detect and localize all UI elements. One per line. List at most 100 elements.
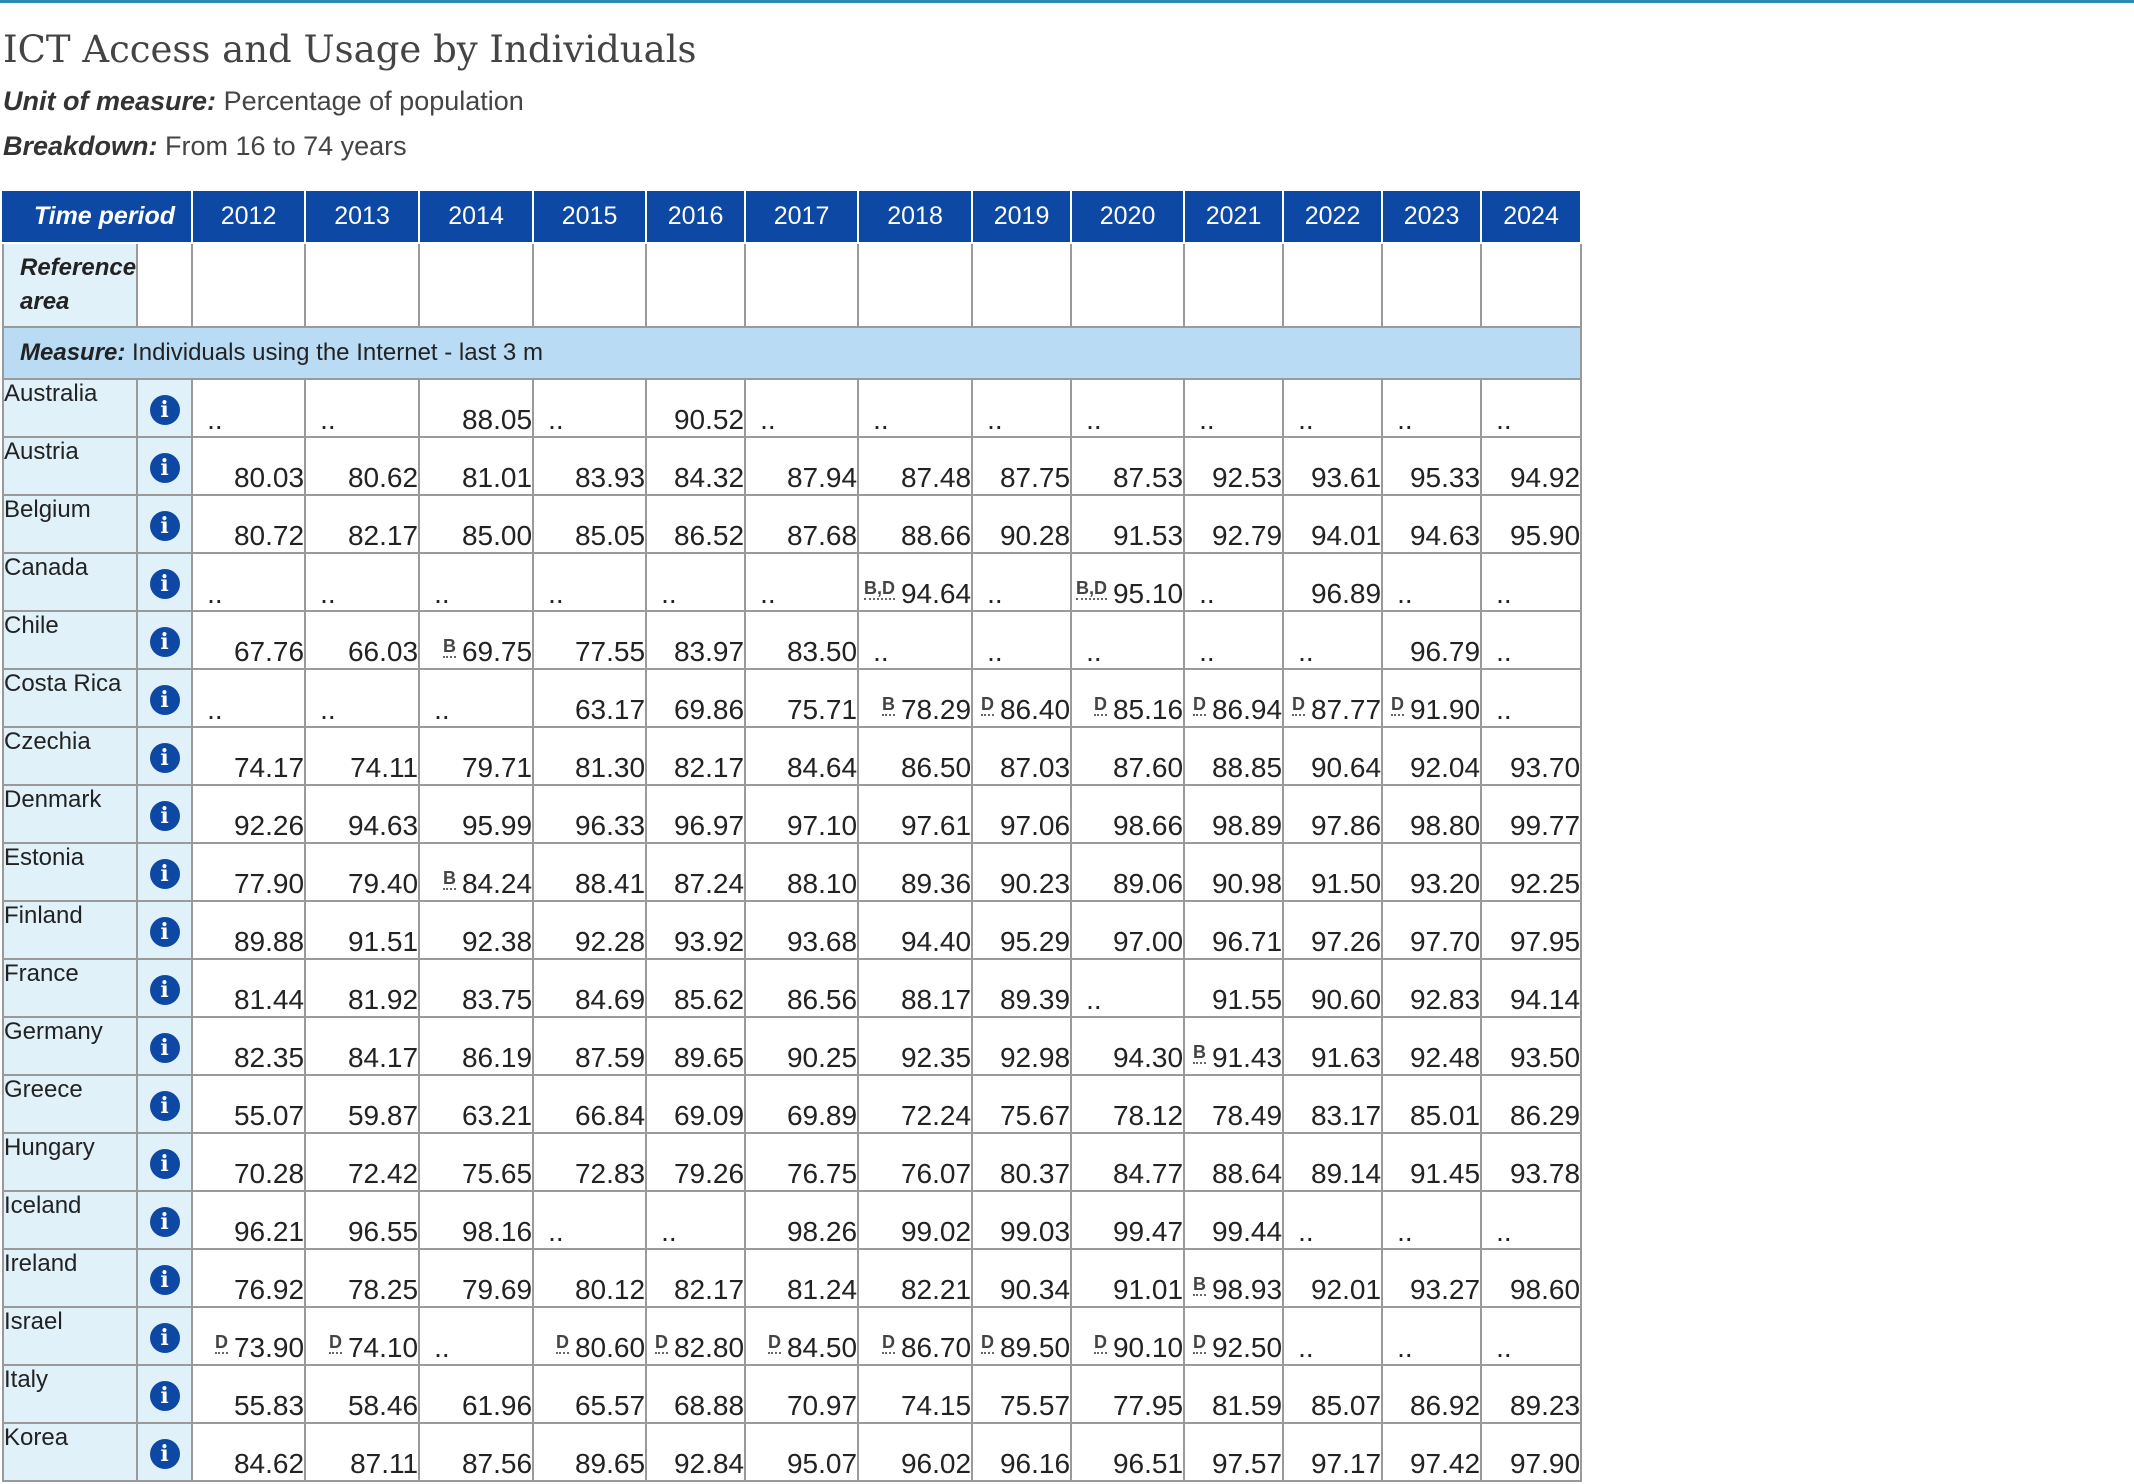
value-text: 96.71 (1211, 926, 1283, 957)
flag-marker[interactable]: D (1192, 694, 1206, 716)
flag-marker[interactable]: D (881, 1332, 895, 1354)
value-cell: 74.17 (191, 726, 307, 786)
flag-marker[interactable]: D (1291, 694, 1305, 716)
info-icon[interactable]: i (149, 452, 180, 483)
value-text: 89.36 (900, 868, 972, 899)
value-cell: 85.62 (645, 958, 747, 1018)
info-icon[interactable]: i (149, 1438, 180, 1469)
value-cell: D 80.60 (532, 1306, 648, 1366)
info-icon[interactable]: i (149, 1206, 180, 1237)
value-text: 86.40 (999, 694, 1071, 725)
value-text: .. (548, 1216, 564, 1247)
value-cell: 97.06 (971, 784, 1073, 844)
value-text: .. (661, 578, 677, 609)
value-text: 59.87 (347, 1100, 419, 1131)
value-text: 89.06 (1112, 868, 1184, 899)
value-cell: .. (971, 610, 1073, 670)
flag-marker[interactable]: D (1093, 694, 1107, 716)
value-text: 83.75 (461, 984, 533, 1015)
info-icon[interactable]: i (149, 1032, 180, 1063)
value-cell: 94.14 (1480, 958, 1583, 1018)
info-icon[interactable]: i (149, 742, 180, 773)
info-icon[interactable]: i (149, 568, 180, 599)
info-icon[interactable]: i (149, 916, 180, 947)
info-icon[interactable]: i (149, 1322, 180, 1353)
info-icon[interactable]: i (149, 510, 180, 541)
reference-area-empty-cell (1480, 242, 1583, 328)
flag-marker[interactable]: B (1192, 1274, 1206, 1296)
info-cell: i (136, 494, 194, 554)
info-icon[interactable]: i (149, 858, 180, 889)
value-text: .. (987, 636, 1003, 667)
flag-marker[interactable]: D (767, 1332, 781, 1354)
info-icon[interactable]: i (149, 626, 180, 657)
header-row: Time period 2012 2013 2014 2015 2016 2017 2018… (1, 189, 1583, 244)
value-cell: 97.90 (1480, 1422, 1583, 1482)
value-cell: .. (1282, 1306, 1384, 1366)
value-text: 74.15 (900, 1390, 972, 1421)
flag-marker[interactable]: D (980, 1332, 994, 1354)
flag-marker[interactable]: D (1390, 694, 1404, 716)
value-text: 88.41 (574, 868, 646, 899)
value-text: 86.92 (1409, 1390, 1481, 1421)
value-cell: 89.39 (971, 958, 1073, 1018)
value-cell: 89.14 (1282, 1132, 1384, 1192)
flag-marker[interactable]: D (1093, 1332, 1107, 1354)
info-icon[interactable]: i (149, 1090, 180, 1121)
measure-row: Measure: Individuals using the Internet … (1, 326, 1583, 380)
flag-marker[interactable]: B,D (863, 578, 895, 600)
value-cell: .. (971, 552, 1073, 612)
value-text: 86.29 (1509, 1100, 1581, 1131)
value-cell: 79.71 (418, 726, 535, 786)
info-icon[interactable]: i (149, 974, 180, 1005)
value-cell: 63.21 (418, 1074, 535, 1134)
value-text: .. (1496, 1332, 1512, 1363)
info-icon[interactable]: i (149, 1148, 180, 1179)
value-cell: D 86.40 (971, 668, 1073, 728)
value-cell: 94.92 (1480, 436, 1583, 496)
flag-marker[interactable]: B (1192, 1042, 1206, 1064)
flag-marker[interactable]: D (1192, 1332, 1206, 1354)
flag-marker[interactable]: B (442, 636, 456, 658)
value-cell: 82.21 (857, 1248, 974, 1308)
country-name: Iceland (1, 1190, 139, 1250)
value-text: 95.07 (786, 1448, 858, 1479)
value-cell: 98.80 (1381, 784, 1483, 844)
value-text: .. (548, 404, 564, 435)
flag-marker[interactable]: D (555, 1332, 569, 1354)
value-cell: .. (532, 552, 648, 612)
flag-marker[interactable]: B (442, 868, 456, 890)
value-cell: .. (1070, 378, 1186, 438)
value-cell: 84.64 (744, 726, 860, 786)
value-text: 75.65 (461, 1158, 533, 1189)
flag-marker[interactable]: D (214, 1332, 228, 1354)
info-icon[interactable]: i (149, 1380, 180, 1411)
flag-marker[interactable]: B (881, 694, 895, 716)
value-cell: 80.03 (191, 436, 307, 496)
info-icon[interactable]: i (149, 684, 180, 715)
info-cell: i (136, 958, 194, 1018)
value-text: 79.40 (347, 868, 419, 899)
value-text: 98.93 (1211, 1274, 1283, 1305)
info-icon[interactable]: i (149, 800, 180, 831)
value-text: 92.38 (461, 926, 533, 957)
flag-marker[interactable]: D (328, 1332, 342, 1354)
value-cell: .. (191, 378, 307, 438)
value-text: 63.21 (461, 1100, 533, 1131)
flag-marker[interactable]: B,D (1075, 578, 1107, 600)
flag-marker[interactable]: D (980, 694, 994, 716)
value-cell: 95.90 (1480, 494, 1583, 554)
value-text: 94.01 (1310, 520, 1382, 551)
value-cell: 83.93 (532, 436, 648, 496)
value-cell: B 84.24 (418, 842, 535, 902)
info-icon[interactable]: i (149, 394, 180, 425)
value-cell: 59.87 (304, 1074, 421, 1134)
flag-marker[interactable]: D (654, 1332, 668, 1354)
value-text: 79.26 (673, 1158, 745, 1189)
value-text: 75.67 (999, 1100, 1071, 1131)
info-icon[interactable]: i (149, 1264, 180, 1295)
value-cell: 93.20 (1381, 842, 1483, 902)
value-cell: 86.92 (1381, 1364, 1483, 1424)
breakdown: Breakdown: From 16 to 74 years (3, 131, 407, 162)
value-text: 92.79 (1211, 520, 1283, 551)
